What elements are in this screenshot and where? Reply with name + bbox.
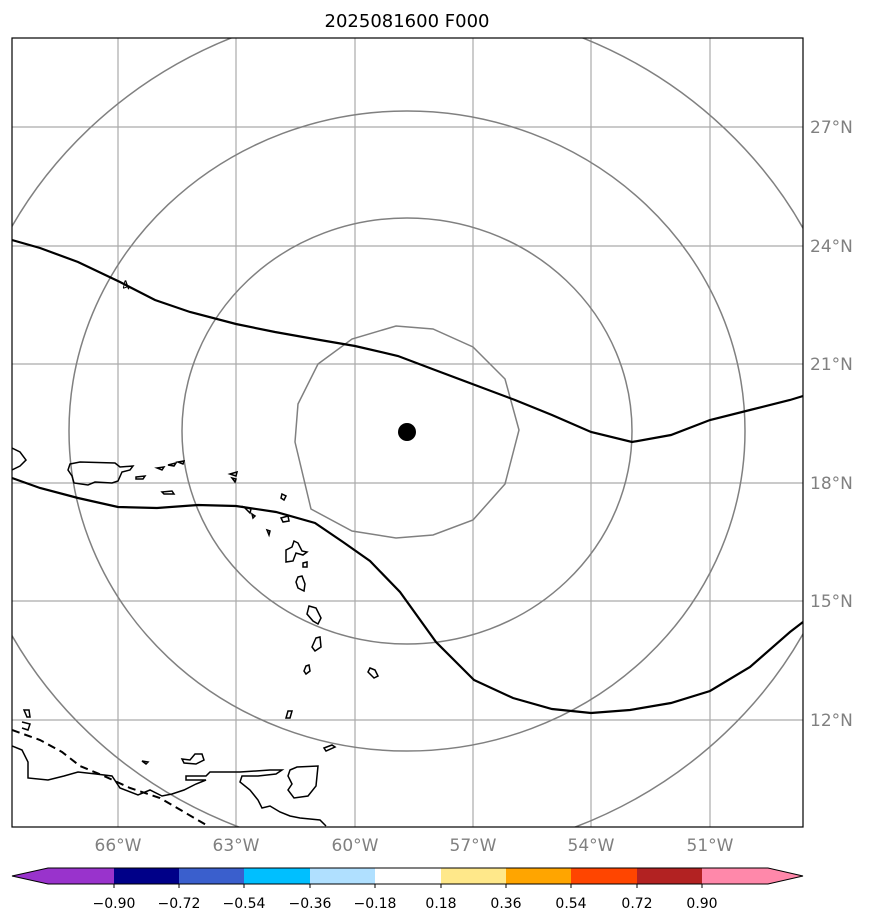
lat-label-24n: 24°N xyxy=(810,237,853,257)
margarita-island xyxy=(180,753,205,765)
colorbar-segment-9 xyxy=(637,868,702,884)
lon-label-60w: 60°W xyxy=(332,836,379,856)
map-border xyxy=(11,37,804,828)
tobago-island xyxy=(322,744,337,752)
colorbar-tick-label: −0.54 xyxy=(223,896,266,912)
contour-lines xyxy=(12,238,803,715)
colorbar-segment-1 xyxy=(114,868,179,884)
lat-label-18n: 18°N xyxy=(810,474,853,494)
lon-label-63w: 63°W xyxy=(213,836,260,856)
lon-label-54w: 54°W xyxy=(568,836,615,856)
range-rings xyxy=(12,38,803,827)
colorbar-tick-label: −0.18 xyxy=(354,896,397,912)
lat-label-12n: 12°N xyxy=(810,711,853,731)
longitude-labels: 66°W 63°W 60°W 57°W 54°W 51°W xyxy=(95,836,734,856)
lon-label-66w: 66°W xyxy=(95,836,142,856)
puerto-rico-coast xyxy=(67,461,135,486)
anguilla-island xyxy=(227,470,239,484)
st-croix-island xyxy=(160,490,176,495)
martinique-island xyxy=(306,605,322,626)
colorbar-tick-label: 0.54 xyxy=(555,896,586,912)
range-ring-2 xyxy=(181,217,633,645)
barbados-island xyxy=(367,667,380,679)
colorbar-outline xyxy=(11,867,804,885)
aruba-island xyxy=(22,709,31,718)
contour-line-south xyxy=(12,476,803,715)
south-america-coast xyxy=(12,745,327,827)
trinidad-island xyxy=(287,765,319,799)
guadeloupe-island xyxy=(285,539,309,563)
colorbar-tick-label: −0.36 xyxy=(289,896,332,912)
colorbar-ticks xyxy=(113,884,703,888)
grenada-island xyxy=(285,710,293,719)
marie-galante-island xyxy=(302,561,308,568)
lat-label-15n: 15°N xyxy=(810,592,853,612)
colorbar-segment-3 xyxy=(244,868,310,884)
barbuda-island xyxy=(280,492,288,502)
lon-label-57w: 57°W xyxy=(450,836,497,856)
lat-label-21n: 21°N xyxy=(810,355,853,375)
latitude-labels: 27°N 24°N 21°N 18°N 15°N 12°N xyxy=(810,118,853,731)
colorbar-extend-right xyxy=(768,868,803,884)
montserrat-island xyxy=(265,528,271,538)
colorbar-segment-4 xyxy=(310,868,375,884)
lat-label-27n: 27°N xyxy=(810,118,853,138)
colorbar-segment-10 xyxy=(702,868,768,884)
colorbar-tick-labels: −0.90 −0.72 −0.54 −0.36 −0.18 0.18 0.36 … xyxy=(93,896,718,912)
contour-line-north xyxy=(12,238,803,444)
dominica-island xyxy=(295,575,306,593)
range-ring-3 xyxy=(68,110,746,752)
colorbar-segment-6 xyxy=(441,868,506,884)
paraguana-peninsula xyxy=(21,721,31,731)
colorbar-tick-label: −0.72 xyxy=(158,896,201,912)
map-area: 4 xyxy=(11,37,804,828)
colorbar-tick-label: 0.36 xyxy=(490,896,521,912)
st-lucia-island xyxy=(311,636,322,653)
virgin-islands xyxy=(154,460,186,471)
map-title: 2025081600 F000 xyxy=(325,11,490,32)
storm-center-marker xyxy=(398,423,416,441)
colorbar-segment-0 xyxy=(48,868,114,884)
antigua-island xyxy=(279,515,290,523)
vieques-island xyxy=(135,475,147,480)
colorbar-tick-label: 0.18 xyxy=(425,896,456,912)
range-ring-1 xyxy=(294,325,520,539)
colorbar: −0.90 −0.72 −0.54 −0.36 −0.18 0.18 0.36 … xyxy=(11,867,804,912)
colorbar-tick-label: −0.90 xyxy=(93,896,136,912)
hispaniola-coast xyxy=(12,447,27,471)
colorbar-segment-8 xyxy=(571,868,637,884)
st-vincent-island xyxy=(303,664,311,676)
colorbar-tick-label: 0.72 xyxy=(621,896,652,912)
colorbar-segment-2 xyxy=(179,868,244,884)
colorbar-extend-left xyxy=(12,868,48,884)
coastlines xyxy=(12,447,380,827)
lon-label-51w: 51°W xyxy=(687,836,734,856)
colorbar-segment-7 xyxy=(506,868,571,884)
bonaire-island xyxy=(141,760,150,765)
colorbar-tick-label: 0.90 xyxy=(686,896,717,912)
colorbar-segment-5 xyxy=(375,868,441,884)
venezuela-colombia-boundary xyxy=(12,729,209,827)
